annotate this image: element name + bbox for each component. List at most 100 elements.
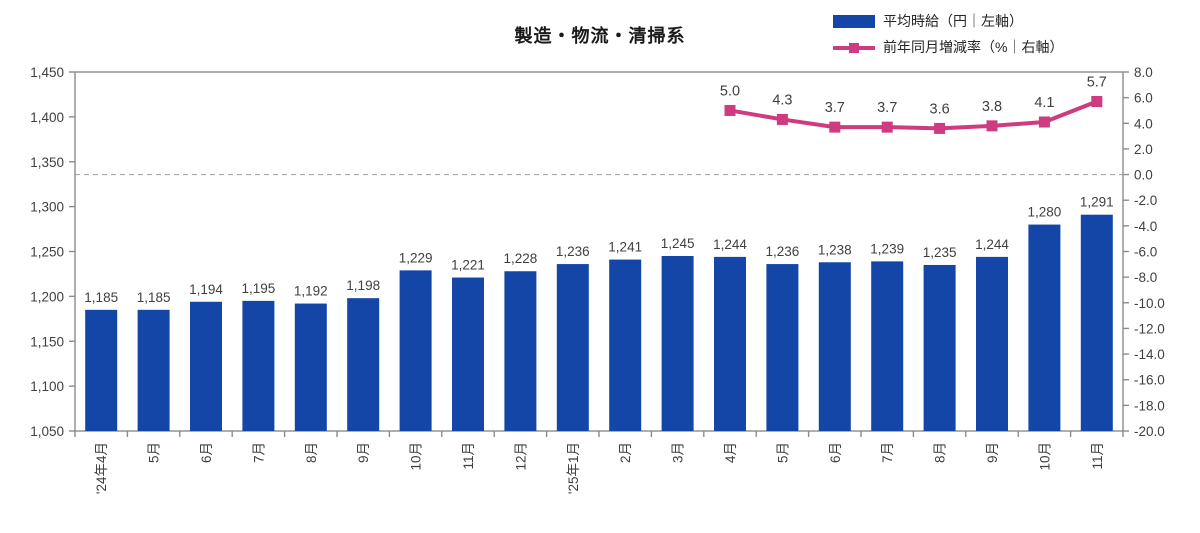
bar-value-label: 1,241 bbox=[608, 240, 642, 255]
left-axis-tick-label: 1,150 bbox=[30, 334, 64, 349]
x-axis-category-label: 9月 bbox=[985, 442, 1000, 463]
bar-value-label: 1,185 bbox=[137, 290, 171, 305]
x-axis-category-label: 6月 bbox=[199, 442, 214, 463]
bar bbox=[923, 264, 956, 431]
x-axis-category-label: 7月 bbox=[251, 442, 266, 463]
line-value-label: 3.6 bbox=[930, 101, 950, 117]
line-point-marker bbox=[829, 121, 841, 133]
bar bbox=[609, 259, 642, 431]
line-point-marker bbox=[986, 120, 998, 132]
bar bbox=[85, 309, 118, 431]
x-axis-category-label: 3月 bbox=[671, 442, 686, 463]
line-value-label: 3.7 bbox=[877, 100, 897, 116]
line-series-path bbox=[729, 99, 1098, 131]
x-axis-category-label: 8月 bbox=[933, 442, 948, 463]
bar-series-swatch-icon bbox=[833, 14, 875, 28]
right-axis-tick-label: 6.0 bbox=[1134, 91, 1153, 106]
bar bbox=[1028, 224, 1061, 431]
right-axis-tick-label: -18.0 bbox=[1134, 398, 1165, 413]
bar-value-label: 1,236 bbox=[556, 244, 590, 259]
right-axis-tick-label: 8.0 bbox=[1134, 65, 1153, 80]
bar bbox=[556, 264, 589, 431]
bar bbox=[818, 262, 851, 431]
x-axis-category-label: '25年1月 bbox=[566, 442, 581, 494]
bar-value-label: 1,221 bbox=[451, 258, 485, 273]
x-axis-category-label: 8月 bbox=[304, 442, 319, 463]
bar bbox=[714, 256, 746, 431]
bar-value-label: 1,194 bbox=[189, 282, 223, 297]
left-axis-tick-label: 1,050 bbox=[30, 424, 64, 439]
line-value-label: 3.7 bbox=[825, 100, 845, 116]
legend-label-bar-series: 平均時給（円｜左軸） bbox=[883, 13, 1023, 29]
bar-value-label: 1,185 bbox=[84, 290, 118, 305]
x-axis-category-label: 2月 bbox=[618, 442, 633, 463]
line-swatch-square-marker bbox=[849, 42, 859, 53]
line-value-label: 4.3 bbox=[772, 92, 792, 108]
bar-value-label: 1,236 bbox=[766, 244, 800, 259]
bar-value-label: 1,245 bbox=[661, 236, 695, 251]
bar-value-label: 1,229 bbox=[399, 250, 433, 265]
bar-value-label: 1,244 bbox=[975, 237, 1009, 252]
bar bbox=[242, 300, 275, 431]
x-axis-category-label: 10月 bbox=[1037, 442, 1052, 471]
x-axis-category-label: 11月 bbox=[461, 442, 476, 470]
legend-item-line-series: 前年同月増減率（%｜右軸） bbox=[833, 34, 1063, 60]
right-axis-tick-label: -12.0 bbox=[1134, 321, 1165, 336]
right-axis-tick-label: -16.0 bbox=[1134, 373, 1165, 388]
right-axis-tick-label: -8.0 bbox=[1134, 270, 1157, 285]
line-point-marker bbox=[934, 122, 946, 134]
line-value-label: 5.0 bbox=[720, 83, 740, 99]
right-axis-tick-label: -2.0 bbox=[1134, 193, 1157, 208]
bar bbox=[347, 298, 380, 431]
bar-value-label: 1,239 bbox=[870, 241, 904, 256]
bar-value-label: 1,198 bbox=[346, 278, 380, 293]
x-axis-category-label: 5月 bbox=[775, 442, 790, 463]
right-axis-tick-label: -4.0 bbox=[1134, 219, 1157, 234]
legend-label-line-series: 前年同月増減率（%｜右軸） bbox=[883, 39, 1064, 55]
bar bbox=[137, 309, 170, 431]
left-axis-tick-label: 1,450 bbox=[30, 65, 64, 80]
right-axis-tick-label: -20.0 bbox=[1134, 424, 1165, 439]
bar bbox=[452, 277, 484, 431]
left-axis-tick-label: 1,350 bbox=[30, 155, 64, 170]
x-axis-category-label: '24年4月 bbox=[94, 442, 109, 494]
x-axis-category-label: 6月 bbox=[828, 442, 843, 463]
line-value-label: 5.7 bbox=[1087, 74, 1107, 90]
left-axis-tick-label: 1,250 bbox=[30, 245, 64, 260]
right-axis-tick-label: -10.0 bbox=[1134, 296, 1165, 311]
x-axis-category-label: 9月 bbox=[356, 442, 371, 463]
right-axis-tick-label: -6.0 bbox=[1134, 245, 1157, 260]
left-axis-tick-label: 1,100 bbox=[30, 379, 64, 394]
bar-value-label: 1,195 bbox=[242, 281, 276, 296]
left-axis-tick-label: 1,400 bbox=[30, 110, 64, 125]
line-series-swatch-icon bbox=[833, 41, 875, 54]
right-axis-tick-label: 4.0 bbox=[1134, 116, 1153, 131]
bar bbox=[976, 256, 1008, 431]
legend: 平均時給（円｜左軸） 前年同月増減率（%｜右軸） bbox=[833, 8, 1063, 60]
bar-value-label: 1,291 bbox=[1080, 195, 1114, 210]
left-axis-tick-label: 1,300 bbox=[30, 200, 64, 215]
line-point-marker bbox=[724, 104, 736, 116]
bar bbox=[1080, 214, 1113, 431]
bar-value-label: 1,235 bbox=[923, 245, 957, 260]
bar bbox=[661, 255, 694, 431]
line-point-marker bbox=[1038, 116, 1050, 128]
x-axis-category-label: 10月 bbox=[409, 442, 424, 471]
line-point-marker bbox=[881, 121, 893, 133]
right-axis-tick-label: 2.0 bbox=[1134, 142, 1153, 157]
right-axis-tick-label: 0.0 bbox=[1134, 168, 1153, 183]
bar-value-label: 1,228 bbox=[504, 251, 538, 266]
bar bbox=[504, 271, 537, 431]
bar bbox=[871, 261, 904, 431]
bar-value-label: 1,192 bbox=[294, 284, 328, 299]
x-axis-category-label: 7月 bbox=[880, 442, 895, 463]
legend-item-bar-series: 平均時給（円｜左軸） bbox=[833, 8, 1063, 34]
bar-value-label: 1,244 bbox=[713, 237, 747, 252]
x-axis-category-label: 11月 bbox=[1090, 442, 1105, 470]
chart-title: 製造・物流・清掃系 bbox=[514, 26, 686, 46]
bar bbox=[399, 270, 432, 431]
line-value-label: 3.8 bbox=[982, 99, 1002, 115]
line-point-marker bbox=[776, 113, 788, 125]
line-value-label: 4.1 bbox=[1034, 95, 1054, 111]
